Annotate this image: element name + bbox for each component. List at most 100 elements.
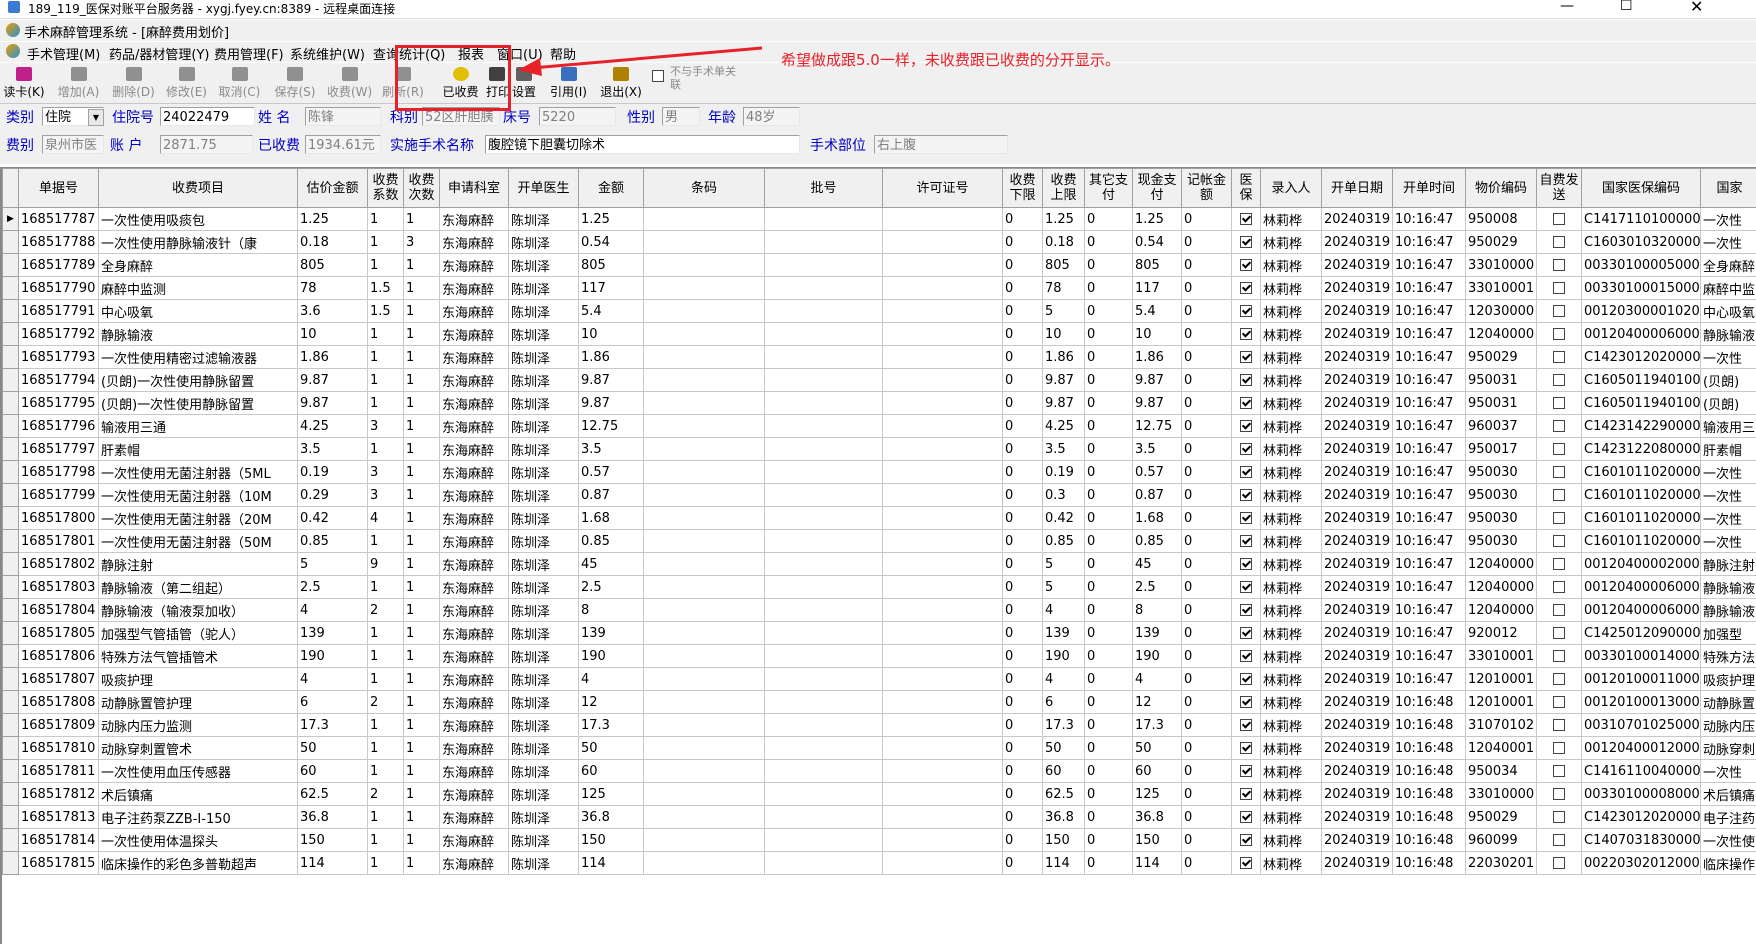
checkbox[interactable] [1553,673,1565,685]
table-row[interactable]: 168517815 临床操作的彩色多普勒超声 114 1 1 东海麻醉 陈圳泽 114 0 114… [2,851,1756,875]
checkbox[interactable] [1553,857,1565,869]
checkbox[interactable] [1240,650,1252,662]
table-row[interactable]: 168517803 静脉输液（第二组起） 2.5 1 1 东海麻醉 陈圳泽 2.5 0 5 0 2.5… [2,575,1756,599]
checkbox[interactable] [1240,627,1252,639]
column-header[interactable]: 现金支付 [1132,168,1182,208]
column-header[interactable]: 收费下限 [1002,168,1043,208]
column-header[interactable]: 许可证号 [882,168,1003,208]
column-header[interactable]: 估价金额 [297,168,368,208]
checkbox[interactable] [1553,305,1565,317]
menu-item[interactable]: 报表 [458,48,485,63]
table-row[interactable]: 168517798 一次性使用无菌注射器（5ML 0.19 3 1 东海麻醉 陈圳泽 0.57… [2,460,1756,484]
checkbox[interactable] [1240,719,1252,731]
table-row[interactable]: 168517805 加强型气管插管（驼人） 139 1 1 东海麻醉 陈圳泽 139 0 139 0… [2,621,1756,645]
toolbar-button[interactable]: 保存(S) [273,67,317,101]
checkbox[interactable] [1553,788,1565,800]
close-button[interactable]: ✕ [1690,0,1704,16]
table-row[interactable]: 168517789 全身麻醉 805 1 1 东海麻醉 陈圳泽 805 0 805 0 805 0 林莉桦… [2,253,1756,277]
checkbox[interactable] [1553,236,1565,248]
field-input[interactable]: 腹腔镜下胆囊切除术 [485,135,800,154]
checkbox[interactable] [1553,834,1565,846]
checkbox[interactable] [1553,696,1565,708]
checkbox[interactable] [1240,512,1252,524]
column-header[interactable]: 收费上限 [1042,168,1085,208]
column-header[interactable]: 自费发送 [1536,168,1582,208]
table-row[interactable]: 168517810 动脉穿刺置管术 50 1 1 东海麻醉 陈圳泽 50 0 50 0 50 0 林莉桦 2… [2,736,1756,760]
table-row[interactable]: 168517814 一次性使用体温探头 150 1 1 东海麻醉 陈圳泽 150 0 150 0 15… [2,828,1756,852]
table-row[interactable]: ▶ 168517787 一次性使用吸痰包 1.25 1 1 东海麻醉 陈圳泽 1.25 0 1.25… [2,207,1756,231]
table-row[interactable]: 168517799 一次性使用无菌注射器（10M 0.29 3 1 东海麻醉 陈圳泽 0.87… [2,483,1756,507]
checkbox[interactable] [1553,512,1565,524]
column-header[interactable]: 开单时间 [1392,168,1466,208]
checkbox[interactable] [1553,765,1565,777]
column-header[interactable]: 开单日期 [1321,168,1393,208]
checkbox[interactable] [1240,328,1252,340]
column-header[interactable]: 申请科室 [439,168,509,208]
table-row[interactable]: 168517807 吸痰护理 4 1 1 东海麻醉 陈圳泽 4 0 4 0 4 0 林莉桦 20240319… [2,667,1756,691]
table-row[interactable]: 168517792 静脉输液 10 1 1 东海麻醉 陈圳泽 10 0 10 0 10 0 林莉桦 2024… [2,322,1756,346]
table-row[interactable]: 168517811 一次性使用血压传感器 60 1 1 东海麻醉 陈圳泽 60 0 60 0 60 0 林… [2,759,1756,783]
checkbox[interactable] [1553,351,1565,363]
checkbox[interactable] [1240,282,1252,294]
checkbox[interactable] [1240,581,1252,593]
toolbar-button[interactable]: 读卡(K) [3,67,45,101]
checkbox[interactable] [1553,397,1565,409]
menu-item[interactable]: 查询统计(Q) [373,48,446,63]
column-header[interactable]: 收费次数 [403,168,440,208]
checkbox[interactable] [1553,213,1565,225]
checkbox[interactable] [1553,443,1565,455]
table-row[interactable]: 168517795 (贝朗)一次性使用静脉留置 9.87 1 1 东海麻醉 陈圳泽 9.87 0… [2,391,1756,415]
dropdown-arrow[interactable]: ▼ [88,109,104,126]
checkbox[interactable] [1553,328,1565,340]
menu-item[interactable]: 系统维护(W) [290,48,365,63]
checkbox[interactable] [1553,466,1565,478]
menu-item[interactable]: 药品/器材管理(Y) [109,48,210,63]
table-row[interactable]: 168517808 动静脉置管护理 6 2 1 东海麻醉 陈圳泽 12 0 6 0 12 0 林莉桦 202… [2,690,1756,714]
checkbox[interactable] [1553,581,1565,593]
checkbox[interactable] [1240,765,1252,777]
checkbox[interactable] [1553,558,1565,570]
column-header[interactable]: 开单医生 [508,168,579,208]
column-header[interactable]: 收费项目 [98,168,298,208]
column-header[interactable]: 批号 [764,168,883,208]
table-row[interactable]: 168517804 静脉输液（输液泵加收） 4 2 1 东海麻醉 陈圳泽 8 0 4 0 8 0 林莉桦 2… [2,598,1756,622]
checkbox[interactable] [1240,351,1252,363]
table-row[interactable]: 168517791 中心吸氧 3.6 1.5 1 东海麻醉 陈圳泽 5.4 0 5 0 5.4 0 林莉桦… [2,299,1756,323]
table-row[interactable]: 168517800 一次性使用无菌注射器（20M 0.42 4 1 东海麻醉 陈圳泽 1.68… [2,506,1756,530]
menu-item[interactable]: 手术管理(M) [27,48,101,63]
maximize-button[interactable]: ☐ [1620,0,1633,14]
checkbox[interactable] [1240,213,1252,225]
table-row[interactable]: 168517806 特殊方法气管插管术 190 1 1 东海麻醉 陈圳泽 190 0 190 0 19… [2,644,1756,668]
checkbox[interactable] [1553,719,1565,731]
checkbox[interactable] [1553,282,1565,294]
toolbar-button[interactable]: 删除(D) [112,67,155,101]
column-header[interactable]: 单据号 [18,168,99,208]
field-input[interactable]: 24022479 [160,107,255,126]
toolbar-button[interactable]: 增加(A) [56,67,101,101]
checkbox[interactable] [1240,696,1252,708]
table-row[interactable]: 168517809 动脉内压力监测 17.3 1 1 东海麻醉 陈圳泽 17.3 0 17.3 0 1… [2,713,1756,737]
table-row[interactable]: 168517793 一次性使用精密过滤输液器 1.86 1 1 东海麻醉 陈圳泽 1.86 0 1… [2,345,1756,369]
checkbox[interactable] [1553,811,1565,823]
checkbox[interactable] [1553,742,1565,754]
checkbox[interactable] [1240,443,1252,455]
checkbox[interactable] [1240,857,1252,869]
table-row[interactable]: 168517802 静脉注射 5 9 1 东海麻醉 陈圳泽 45 0 5 0 45 0 林莉桦 202403… [2,552,1756,576]
menu-item[interactable]: 费用管理(F) [214,48,284,63]
toolbar-button[interactable]: 收费(W) [327,67,372,101]
checkbox[interactable] [1553,650,1565,662]
column-header[interactable]: 条码 [643,168,765,208]
checkbox[interactable] [1553,535,1565,547]
checkbox[interactable] [1240,489,1252,501]
toolbar-button[interactable]: 修改(E) [165,67,208,101]
checkbox[interactable] [1240,788,1252,800]
column-header[interactable]: 物价编码 [1465,168,1537,208]
checkbox[interactable] [1553,604,1565,616]
toolbar-button[interactable]: 引用(I) [547,67,590,101]
checkbox[interactable] [1240,742,1252,754]
toolbar-button[interactable]: 打印 [486,67,510,101]
checkbox[interactable] [1240,305,1252,317]
checkbox[interactable] [1553,420,1565,432]
checkbox[interactable] [1553,627,1565,639]
checkbox[interactable] [1240,834,1252,846]
